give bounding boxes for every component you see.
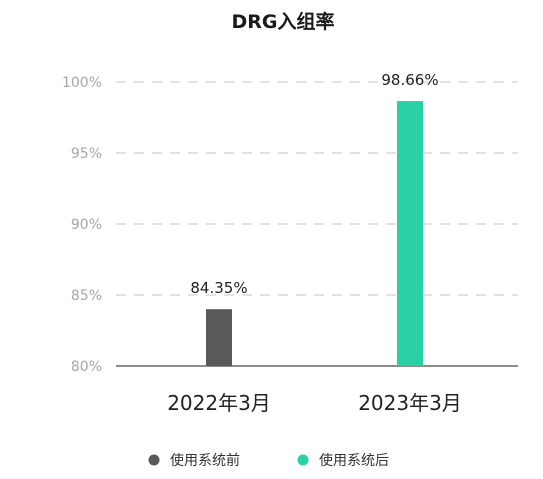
bars: 84.35% 98.66% xyxy=(190,71,439,366)
y-tick-label: 80% xyxy=(71,359,102,375)
data-label: 84.35% xyxy=(190,279,247,297)
bar-before xyxy=(206,309,232,366)
y-tick-label: 85% xyxy=(71,288,102,304)
y-tick-label: 100% xyxy=(62,75,102,91)
legend-label: 使用系统前 xyxy=(170,452,240,469)
y-axis-ticks: 80% 85% 90% 95% 100% xyxy=(62,75,102,375)
y-tick-label: 95% xyxy=(71,146,102,162)
data-label: 98.66% xyxy=(381,71,438,89)
legend-item: 使用系统后 xyxy=(297,452,389,469)
y-tick-label: 90% xyxy=(71,217,102,233)
legend-label: 使用系统后 xyxy=(319,452,389,469)
legend-marker xyxy=(297,454,309,466)
legend-marker xyxy=(148,454,160,466)
x-tick-label: 2023年3月 xyxy=(358,391,462,415)
grid-lines xyxy=(116,81,518,296)
bar-after xyxy=(397,101,423,366)
x-tick-label: 2022年3月 xyxy=(167,391,271,415)
chart-title: DRG入组率 xyxy=(232,10,335,33)
x-axis-ticks: 2022年3月 2023年3月 xyxy=(167,391,462,415)
legend-item: 使用系统前 xyxy=(148,452,240,469)
legend: 使用系统前 使用系统后 xyxy=(148,452,389,469)
